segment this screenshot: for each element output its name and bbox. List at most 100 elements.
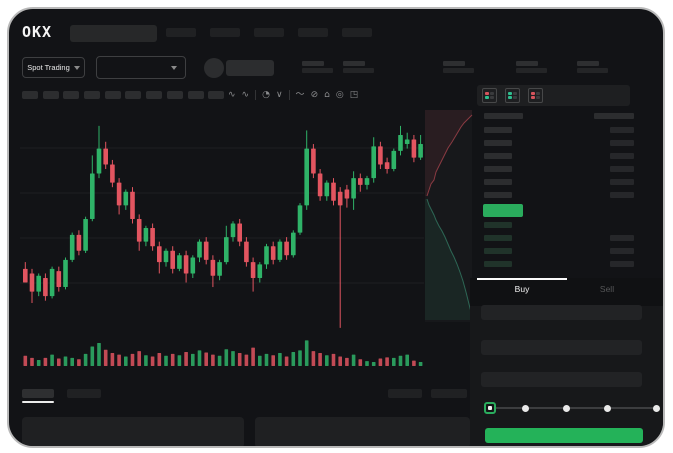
candle-body [23,268,28,283]
timeframe-button[interactable] [22,91,38,99]
orders-tab-active[interactable] [22,389,54,398]
indicators-icon[interactable]: ∿ [228,90,236,100]
orderbook-bid-amount [610,248,634,254]
nav-item[interactable] [298,28,328,37]
orderbook-last-price[interactable] [483,204,523,217]
volume-bar [124,356,128,366]
order-form-input[interactable] [481,340,642,355]
orderbook-price-header [484,113,523,119]
timeframe-button[interactable] [84,91,101,99]
nav-item[interactable] [342,28,372,37]
orderbook-ask-price[interactable] [484,166,512,172]
volume-bar [144,355,148,366]
volume-bar [191,353,195,366]
candle-body [331,182,336,201]
candlestick-chart[interactable] [20,108,475,370]
pair-select-dropdown[interactable] [96,56,186,79]
orderbook-bid-price[interactable] [484,222,512,228]
active-tab-indicator [22,401,54,403]
slider-step-dot[interactable] [522,405,529,412]
candle-body [404,139,410,145]
indicator-templates-icon[interactable]: ∿ [241,90,250,100]
orderbook-ask-price[interactable] [484,179,512,185]
timeframe-button[interactable] [63,91,80,99]
timeframe-button[interactable] [208,91,225,99]
bids-only-view-icon[interactable] [505,88,520,103]
candle-body [49,268,55,297]
amount-slider-handle[interactable] [484,402,496,414]
timeframe-button[interactable] [146,91,163,99]
timeframe-button[interactable] [166,91,183,99]
orderbook-ask-amount [610,179,634,185]
asks-only-view-icon[interactable] [528,88,543,103]
candle-body [304,148,309,206]
order-form-input[interactable] [481,372,642,387]
nav-item[interactable] [210,28,240,37]
orderbook-ask-price[interactable] [484,192,512,198]
both-sides-view-icon[interactable] [482,88,497,103]
depth-strip [425,110,472,322]
volume-bar [77,359,81,366]
market-stat [516,61,552,73]
nav-item[interactable] [254,28,284,37]
stat-value-placeholder [577,68,608,73]
volume-bar [284,356,289,366]
orderbook-ask-price[interactable] [484,140,512,146]
line-style-icon[interactable]: ～ [295,90,305,100]
slider-step-dot[interactable] [563,405,570,412]
amount-slider-track[interactable] [492,407,654,409]
order-form-input[interactable] [481,305,642,320]
volume-bar [224,349,229,366]
timeframe-button[interactable] [104,91,121,99]
market-type-dropdown[interactable]: Spot Trading [22,57,85,78]
candle-body [277,241,283,260]
candle-body [371,146,376,179]
volume-bar [30,357,34,366]
orderbook-ask-price[interactable] [484,127,512,133]
okx-logo: OKX [22,23,53,41]
orders-tab[interactable] [67,389,101,398]
app-window: OKX Spot Trading ∿ ∿ ◔ ∨ ～ ⊘ ⌂ ◎ ◳ [7,7,665,448]
candle-body [150,228,155,247]
volume-bar [405,354,409,366]
open-orders-panel [22,417,244,446]
orders-filter-control[interactable] [388,389,422,398]
candle-body [317,173,323,197]
volume-bar [70,357,74,366]
slider-step-dot[interactable] [653,405,660,412]
search-input[interactable] [70,25,157,42]
volume-bar [103,349,108,366]
timeframe-button[interactable] [187,91,204,99]
snapshot-icon[interactable]: ⌂ [324,90,330,100]
candle-body [337,191,343,206]
orderbook-bid-amount [610,235,634,241]
tab-buy[interactable]: Buy [514,284,530,294]
candle-body [123,191,129,206]
orders-filter-control[interactable] [431,389,467,398]
timeframe-button[interactable] [42,91,59,99]
alert-icon[interactable]: ◔ [262,90,270,100]
timeframe-button[interactable] [125,91,142,99]
orderbook-ask-amount [610,166,634,172]
orderbook-bid-price[interactable] [484,261,512,267]
candle-body [110,164,115,183]
buy-tab-indicator [477,278,567,280]
fullscreen-icon[interactable]: ◳ [349,90,359,100]
orderbook-bid-price[interactable] [484,248,512,254]
orderbook-bid-price[interactable] [484,235,512,241]
tab-sell[interactable]: Sell [599,284,615,294]
volume-bar [385,357,389,366]
orderbook-ask-amount [610,192,634,198]
buy-submit-button[interactable] [485,428,643,443]
depth-bids-area [425,199,472,320]
chart-settings-icon[interactable]: ◎ [335,90,344,100]
volume-bar [351,354,356,366]
candle-body [190,257,196,274]
drawing-tools-icon[interactable]: ⊘ [310,90,319,100]
stat-value-placeholder [443,68,474,73]
nav-item[interactable] [166,28,196,37]
market-stat [443,61,479,73]
chevron-down-icon[interactable]: ∨ [275,90,283,100]
orderbook-ask-price[interactable] [484,153,512,159]
slider-step-dot[interactable] [604,405,611,412]
